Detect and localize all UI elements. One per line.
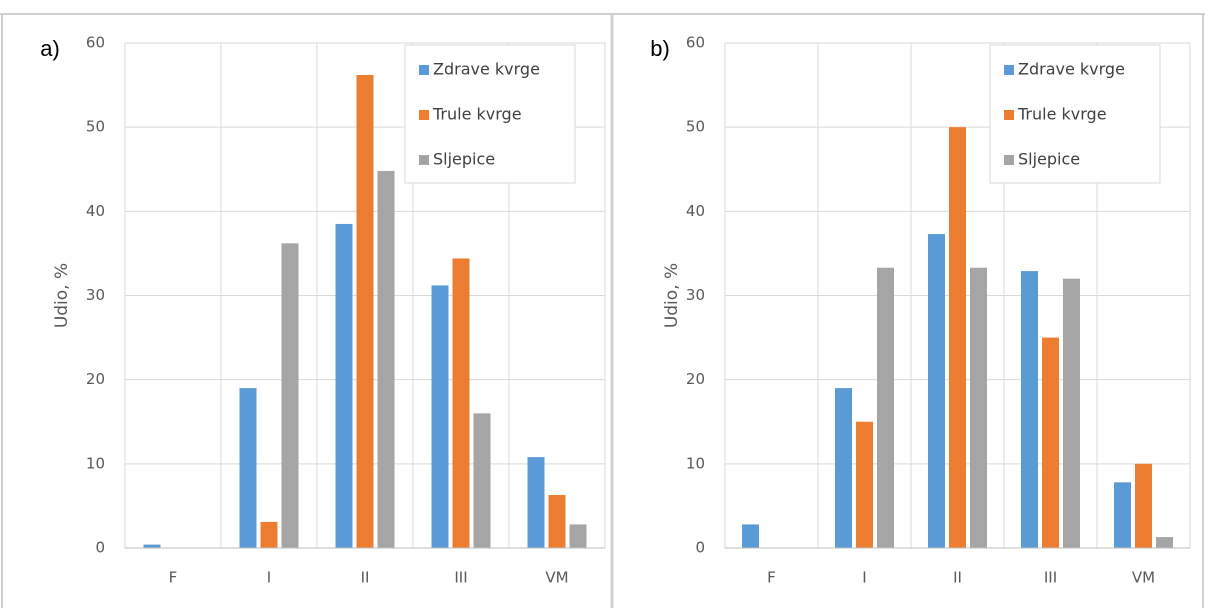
y-tick-label: 10 (86, 454, 105, 472)
panel-label: b) (650, 36, 670, 61)
y-tick-label: 30 (686, 286, 705, 304)
legend-label: Zdrave kvrge (1018, 60, 1125, 79)
y-axis-label: Udio, % (662, 263, 682, 328)
y-tick-label: 0 (695, 539, 705, 557)
y-tick-label: 40 (86, 202, 105, 220)
legend-label: Sljepice (433, 150, 495, 169)
y-tick-label: 0 (95, 539, 105, 557)
y-tick-label: 50 (686, 118, 705, 136)
bar (335, 223, 353, 549)
bar (1063, 278, 1080, 548)
bar (1042, 337, 1059, 548)
bar (281, 243, 299, 549)
y-axis-label: Udio, % (52, 263, 72, 328)
y-tick-label: 10 (686, 454, 705, 472)
legend-swatch (419, 110, 429, 120)
bar (928, 234, 945, 548)
legend-label: Trule kvrge (1017, 105, 1107, 124)
x-tick-label: I (267, 569, 271, 587)
y-tick-label: 20 (86, 370, 105, 388)
bar (527, 457, 545, 548)
y-tick-label: 50 (86, 118, 105, 136)
legend-label: Trule kvrge (432, 105, 522, 124)
legend-swatch (1004, 65, 1014, 75)
y-tick-label: 30 (86, 286, 105, 304)
x-tick-label: III (1044, 569, 1057, 587)
legend-box (989, 44, 1161, 184)
bar (377, 170, 395, 548)
bar (835, 388, 852, 548)
bar (970, 267, 987, 548)
bar (431, 285, 449, 548)
bar (742, 524, 759, 548)
bar (473, 413, 491, 548)
legend-swatch (419, 155, 429, 165)
x-tick-label: VM (545, 569, 568, 587)
legend-swatch (1004, 155, 1014, 165)
bar (260, 521, 278, 548)
bar (949, 127, 966, 549)
legend-label: Sljepice (1018, 150, 1080, 169)
legend-swatch (419, 65, 429, 75)
bar (1156, 537, 1173, 548)
bar (548, 494, 566, 548)
y-tick-label: 20 (686, 370, 705, 388)
bar (1114, 482, 1131, 548)
bar (1021, 271, 1038, 548)
legend-box (404, 44, 576, 184)
x-tick-label: F (767, 569, 776, 587)
legend-swatch (1004, 110, 1014, 120)
bar (143, 544, 161, 548)
bar (856, 421, 873, 548)
x-tick-label: VM (1132, 569, 1155, 587)
x-tick-label: III (454, 569, 467, 587)
x-tick-label: I (862, 569, 866, 587)
bar (1135, 463, 1152, 548)
x-tick-label: F (169, 569, 178, 587)
bar (569, 524, 587, 548)
y-tick-label: 60 (686, 34, 705, 52)
bar (239, 388, 257, 548)
panel-label: a) (40, 36, 60, 61)
bar (356, 74, 374, 548)
bar (877, 267, 894, 548)
y-tick-label: 60 (86, 34, 105, 52)
x-tick-label: II (953, 569, 962, 587)
y-tick-label: 40 (686, 202, 705, 220)
legend-label: Zdrave kvrge (433, 60, 540, 79)
bar (452, 258, 470, 548)
x-tick-label: II (361, 569, 370, 587)
